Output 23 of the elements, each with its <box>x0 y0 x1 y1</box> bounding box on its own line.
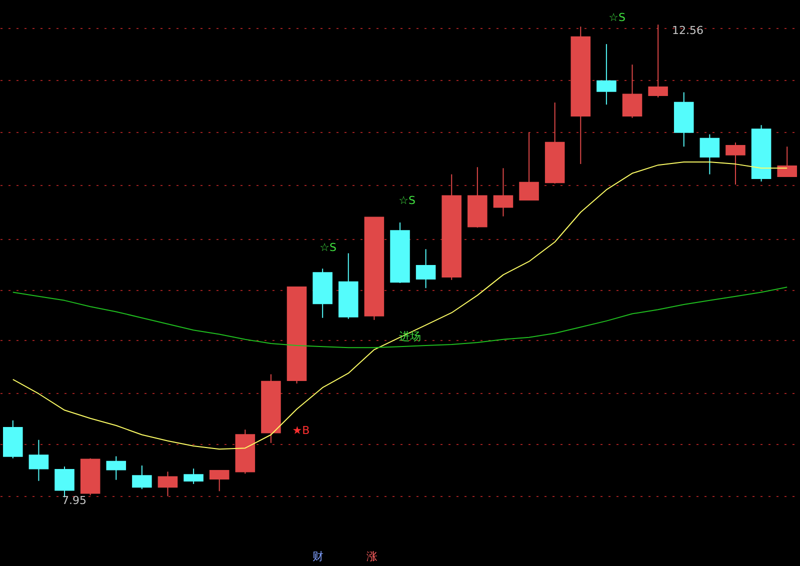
candlestick <box>648 24 668 98</box>
candlestick <box>106 456 126 480</box>
annotation: 12.56 <box>672 24 704 37</box>
candlestick <box>493 168 514 217</box>
annotation: ☆S <box>398 194 416 207</box>
candlestick <box>622 64 642 118</box>
annotation: 财 <box>312 550 324 563</box>
candlestick <box>416 248 436 289</box>
candlestick <box>209 470 230 492</box>
annotation: 7.95 <box>62 494 86 507</box>
candlestick <box>132 465 152 490</box>
candlestick <box>184 468 204 484</box>
candlestick <box>28 439 49 482</box>
annotation: ☆S <box>320 241 336 254</box>
candlestick <box>726 142 746 186</box>
candlestick <box>596 44 616 106</box>
candlestick <box>700 134 720 175</box>
candlestick <box>158 471 178 497</box>
candlestick <box>777 146 797 177</box>
annotation: ☆S <box>608 11 626 24</box>
annotation: 涨 <box>366 550 378 563</box>
candlestick <box>519 132 539 201</box>
annotation: ★B <box>292 424 310 437</box>
